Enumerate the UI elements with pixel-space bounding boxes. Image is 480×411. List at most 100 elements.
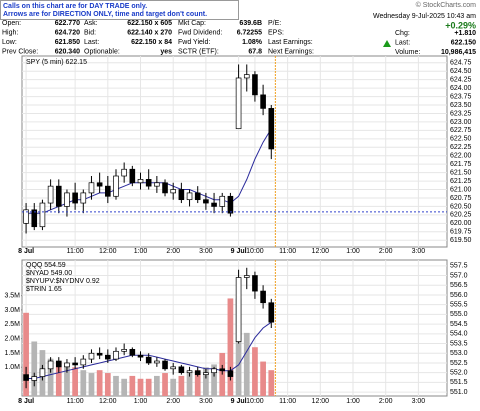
quote-label: Volume: bbox=[395, 49, 420, 56]
candle-body bbox=[243, 74, 250, 79]
quote-label: Fwd Yield: bbox=[178, 39, 210, 46]
x-tick-label: 10:00 bbox=[246, 398, 264, 405]
quote-label: P/E: bbox=[268, 20, 281, 27]
candle-body bbox=[88, 182, 95, 194]
y-tick-label: 551.0 bbox=[450, 389, 468, 396]
y-tick-label: 556.5 bbox=[450, 282, 468, 289]
volume-bar bbox=[113, 375, 119, 396]
candle-body bbox=[145, 356, 152, 364]
x-tick-label: 3:00 bbox=[412, 398, 426, 405]
y-tick-label: 623.00 bbox=[450, 119, 472, 126]
volume-tick-label: 1.0M bbox=[4, 364, 20, 371]
quote-label: EPS: bbox=[268, 29, 284, 36]
volume-bar bbox=[211, 364, 217, 396]
y-tick-label: 623.75 bbox=[450, 93, 472, 100]
y-tick-label: 622.00 bbox=[450, 153, 472, 160]
y-tick-label: 557.0 bbox=[450, 272, 468, 279]
volume-bar bbox=[235, 298, 242, 396]
up-arrow bbox=[383, 40, 391, 47]
x-tick-label: 11:00 bbox=[67, 398, 84, 405]
candle-body bbox=[219, 195, 226, 207]
x-tick-label: 3:00 bbox=[412, 248, 426, 255]
x-tick-label: 1:00 bbox=[346, 398, 360, 405]
y-tick-label: 623.50 bbox=[450, 102, 472, 109]
volume-bar bbox=[129, 375, 136, 396]
price-panel bbox=[21, 55, 448, 248]
candle-body bbox=[203, 372, 209, 375]
volume-bar bbox=[55, 361, 62, 396]
candle-body bbox=[186, 192, 193, 201]
quote-value: 622.770 bbox=[55, 20, 80, 27]
candle-body bbox=[47, 360, 54, 370]
y-tick-label: 619.50 bbox=[450, 237, 472, 244]
volume-tick-label: 2.5M bbox=[4, 321, 20, 328]
y-tick-label: 621.00 bbox=[450, 186, 472, 193]
candle-body bbox=[39, 368, 46, 377]
quote-label: Prev Close: bbox=[2, 48, 38, 55]
candle-body bbox=[137, 179, 144, 184]
quote-label: Mkt Cap: bbox=[178, 20, 206, 27]
x-tick-label: 12:00 bbox=[99, 248, 117, 255]
legend-entry: QQQ 554.59 bbox=[26, 262, 66, 269]
quote-label: Open: bbox=[2, 20, 21, 27]
x-tick-label: 2:00 bbox=[166, 398, 180, 405]
x-tick-label: 12:00 bbox=[312, 248, 330, 255]
volume-bar bbox=[268, 370, 275, 396]
candle-body bbox=[105, 185, 111, 197]
volume-bar bbox=[96, 370, 103, 396]
y-tick-label: 623.25 bbox=[450, 110, 472, 117]
candle-body bbox=[154, 360, 160, 364]
volume-bar bbox=[153, 375, 160, 396]
volume-bar bbox=[64, 364, 70, 396]
candle-body bbox=[72, 192, 78, 204]
volume-bar bbox=[145, 378, 152, 396]
volume-bar bbox=[194, 370, 201, 396]
volume-tick-label: 3.0M bbox=[4, 307, 20, 314]
candle-body bbox=[113, 175, 119, 197]
candle-body bbox=[170, 366, 177, 370]
candle-body bbox=[55, 185, 62, 207]
y-tick-label: 619.75 bbox=[450, 229, 472, 236]
candle-body bbox=[23, 209, 29, 224]
legend-entry: $NYUPV:$NYDNV 0.92 bbox=[26, 278, 100, 285]
quote-label: Last: bbox=[84, 39, 99, 46]
candle-body bbox=[178, 366, 185, 374]
candle-body bbox=[113, 350, 119, 360]
candle-body bbox=[194, 370, 201, 375]
breadth-panel bbox=[21, 259, 448, 397]
change-pct: +0.29% bbox=[445, 20, 476, 30]
quote-value: 622.150 x 605 bbox=[127, 20, 172, 27]
candle-body bbox=[170, 189, 177, 194]
volume-bar bbox=[203, 367, 209, 396]
quote-label: Last Earnings: bbox=[268, 39, 313, 46]
candle-body bbox=[129, 168, 136, 184]
y-tick-label: 551.5 bbox=[450, 379, 468, 386]
volume-bar bbox=[170, 378, 177, 396]
y-tick-label: 620.50 bbox=[450, 203, 472, 210]
candle-body bbox=[235, 77, 242, 130]
y-tick-label: 554.0 bbox=[450, 331, 468, 338]
y-tick-label: 621.75 bbox=[450, 161, 472, 168]
y-tick-label: 620.75 bbox=[450, 195, 472, 202]
volume-bar bbox=[178, 375, 185, 396]
candle-body bbox=[162, 360, 168, 370]
candle-body bbox=[268, 302, 275, 323]
candle-body bbox=[194, 192, 201, 201]
candle-body bbox=[80, 358, 87, 366]
y-tick-label: 553.0 bbox=[450, 350, 468, 357]
quote-label: Fwd Dividend: bbox=[178, 29, 222, 36]
candle-body bbox=[55, 360, 62, 368]
candle-body bbox=[235, 277, 242, 342]
note-line: Arrows are for DIRECTION ONLY, time and … bbox=[3, 11, 207, 18]
x-tick-label: 8 Jul bbox=[18, 398, 34, 405]
volume-bar bbox=[88, 373, 95, 396]
x-tick-label: 12:00 bbox=[312, 398, 330, 405]
volume-bar bbox=[23, 312, 29, 396]
quote-label: Last: bbox=[395, 39, 410, 46]
y-tick-label: 620.25 bbox=[450, 212, 472, 219]
y-tick-label: 622.50 bbox=[450, 136, 472, 143]
quote-value: 621.850 bbox=[55, 39, 80, 46]
panel-title: SPY (5 min) 622.15 bbox=[26, 59, 87, 66]
quote-label: Bid: bbox=[84, 29, 96, 36]
candle-body bbox=[129, 349, 136, 356]
